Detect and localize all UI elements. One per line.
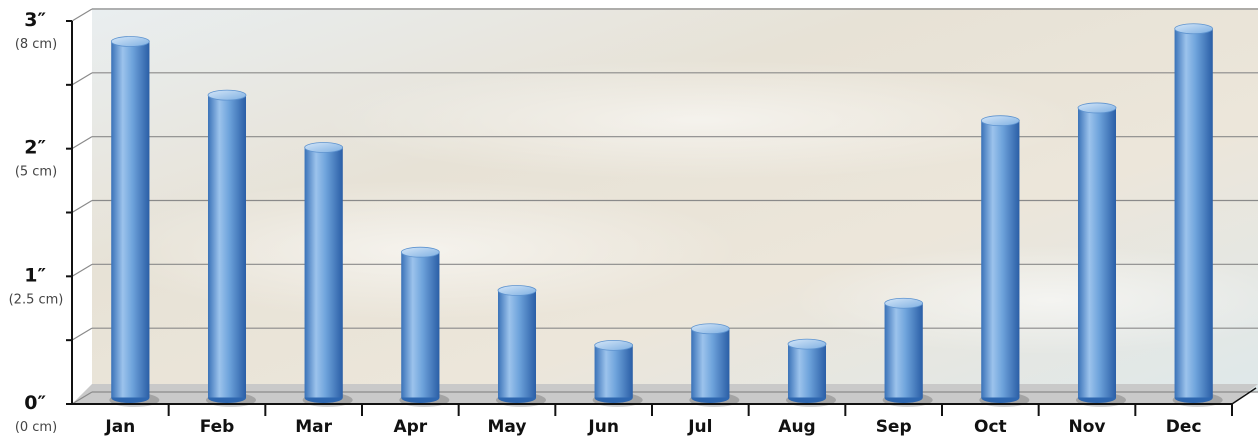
x-tick-label: May — [488, 417, 527, 437]
x-tick-label: Sep — [876, 417, 912, 437]
bar — [399, 246, 450, 407]
bar-body-front — [594, 345, 633, 398]
x-tick-label: Jun — [587, 417, 619, 437]
y-tick-label: 3″ — [24, 9, 46, 31]
bar — [1172, 23, 1223, 407]
gridline-diagonal — [71, 199, 93, 214]
x-axis: Jan Feb Mar Apr May Jun Jul Aug Sep Oct Nov Dec — [72, 387, 1257, 437]
bar — [882, 297, 933, 407]
bar-body-front — [208, 95, 246, 398]
gridline-diagonal — [71, 8, 93, 22]
bar — [302, 142, 353, 407]
gridline-diagonal — [71, 72, 93, 86]
y-tick-sublabel: (8 cm) — [15, 37, 57, 52]
bar-cap — [400, 246, 440, 258]
bar-cap — [884, 297, 924, 309]
bar-body-front — [884, 303, 923, 398]
bar — [689, 323, 740, 407]
y-tick-sublabel: (0 cm) — [15, 420, 57, 435]
bar-cap — [1174, 23, 1214, 35]
y-axis: 3″ (8 cm) 2″ (5 cm) 1″ (2.5 cm) 0″ (0 cm) — [9, 9, 73, 435]
x-tick-label: Feb — [200, 417, 235, 437]
x-tick-label: Oct — [974, 417, 1007, 437]
bar-cap — [497, 285, 537, 296]
bar-cap — [787, 338, 827, 350]
x-tick-label: Jul — [687, 417, 712, 437]
gridlines — [71, 8, 1258, 405]
y-tick-label: 1″ — [24, 264, 46, 286]
bar-body-front — [401, 252, 440, 398]
x-axis-depth-edge — [1231, 387, 1257, 405]
x-tick-label: Nov — [1069, 417, 1106, 437]
bar-body-front — [981, 120, 1020, 398]
bar-cap — [304, 142, 344, 153]
x-tick-label: Apr — [393, 417, 427, 437]
y-tick-label: 2″ — [24, 137, 46, 159]
bar-body-front — [691, 328, 730, 398]
bar-cap — [110, 36, 150, 47]
gridline-diagonal — [71, 136, 93, 150]
bar — [979, 115, 1030, 407]
bar-body-front — [111, 41, 150, 398]
bar-body-front — [498, 290, 536, 398]
bar — [496, 285, 546, 407]
bar-cap — [594, 339, 634, 351]
bar-body-front — [788, 344, 826, 398]
y-tick-sublabel: (2.5 cm) — [9, 292, 64, 307]
x-tick-label: Mar — [295, 417, 332, 437]
y-tick-sublabel: (5 cm) — [15, 165, 57, 180]
bar-cap — [690, 323, 730, 335]
bar — [109, 36, 160, 407]
bar-body-front — [1174, 28, 1213, 398]
bar-body-front — [304, 147, 343, 398]
y-tick-label: 0″ — [24, 392, 46, 414]
bar — [786, 338, 836, 407]
bar-cap — [1077, 102, 1117, 114]
bars — [109, 23, 1223, 407]
bar-body-front — [1078, 107, 1116, 398]
gridline-diagonal — [71, 391, 93, 405]
floor — [72, 384, 1258, 404]
gridline-diagonal — [71, 263, 93, 277]
x-tick-label: Dec — [1166, 417, 1202, 437]
bar-cap — [207, 89, 247, 101]
bar — [1076, 102, 1126, 407]
bar — [206, 89, 256, 407]
gridline-diagonal — [71, 327, 93, 341]
bar-cap — [980, 115, 1020, 127]
x-tick-label: Jan — [104, 417, 135, 437]
x-tick-label: Aug — [778, 417, 815, 437]
